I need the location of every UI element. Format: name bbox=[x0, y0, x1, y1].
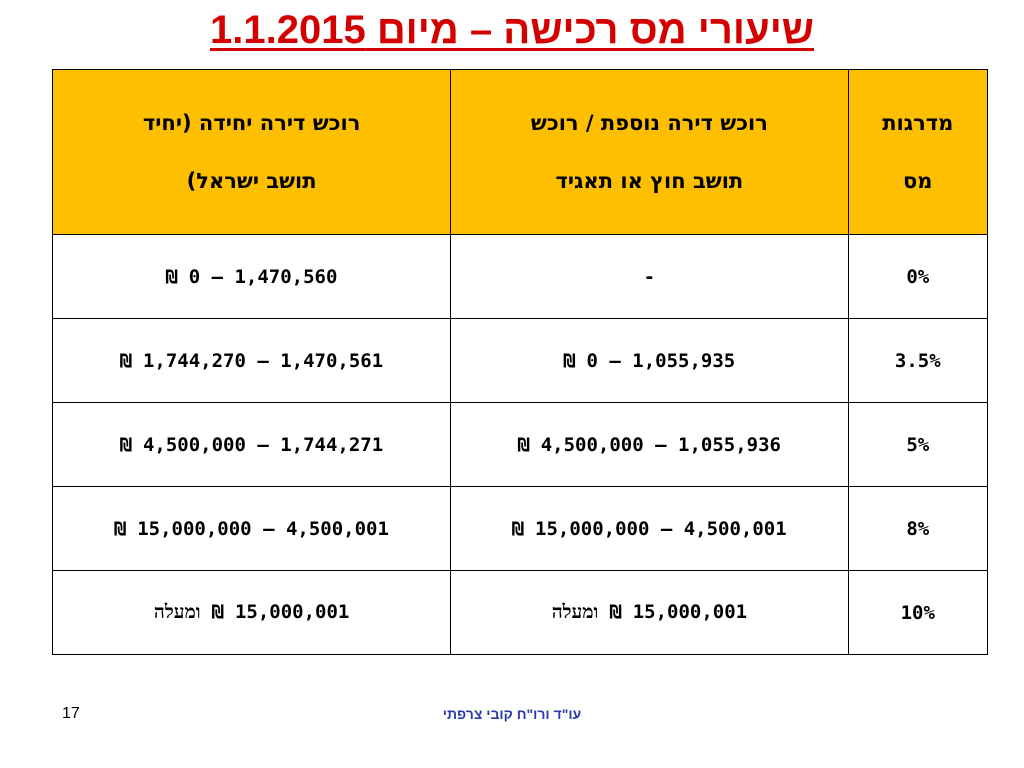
header-tax-bracket-line2: מס bbox=[903, 169, 933, 193]
page-number: 17 bbox=[62, 705, 80, 722]
cell-single-resident: 1,470,560 – 0 ₪ bbox=[51, 234, 452, 319]
header-additional-buyer-line2: תושב חוץ או תאגיד bbox=[555, 169, 744, 193]
cell-tax-bracket: 8% bbox=[847, 486, 989, 571]
table-row: 1,470,560 – 0 ₪ - 0% bbox=[51, 234, 989, 319]
cell-tax-bracket: 5% bbox=[847, 402, 989, 487]
cell-additional-buyer: - bbox=[450, 234, 849, 319]
cell-single-resident: 1,470,561 – 1,744,270 ₪ bbox=[51, 318, 452, 403]
cell-additional-buyer: 1,055,936 – 4,500,000 ₪ bbox=[450, 402, 849, 487]
table-row: 4,500,001 – 15,000,000 ₪ 4,500,001 – 15,… bbox=[51, 486, 989, 571]
cell-single-resident: 15,000,001 ₪ ומעלה bbox=[51, 570, 452, 655]
footer-author: עו"ד ורו"ח קובי צרפתי bbox=[442, 706, 582, 722]
table-row: 1,470,561 – 1,744,270 ₪ 1,055,935 – 0 ₪ … bbox=[51, 318, 989, 403]
cell-additional-buyer: 1,055,935 – 0 ₪ bbox=[450, 318, 849, 403]
cell-tax-bracket: 3.5% bbox=[847, 318, 989, 403]
cell-tax-bracket: 0% bbox=[847, 234, 989, 319]
header-additional-buyer-line1: רוכש דירה נוספת / רוכש bbox=[530, 111, 768, 135]
table-row: 15,000,001 ₪ ומעלה 15,000,001 ₪ ומעלה 10… bbox=[51, 570, 989, 655]
header-single-resident: רוכש דירה יחידה (יחיד תושב ישראל) bbox=[51, 69, 452, 235]
header-additional-buyer: רוכש דירה נוספת / רוכש תושב חוץ או תאגיד bbox=[450, 69, 849, 235]
slide-title: שיעורי מס רכישה – מיום 1.1.2015 bbox=[0, 4, 1024, 56]
cell-single-resident: 4,500,001 – 15,000,000 ₪ bbox=[51, 486, 452, 571]
table-row: 1,744,271 – 4,500,000 ₪ 1,055,936 – 4,50… bbox=[51, 402, 989, 487]
header-single-resident-line2: תושב ישראל) bbox=[186, 169, 317, 193]
cell-additional-buyer: 4,500,001 – 15,000,000 ₪ bbox=[450, 486, 849, 571]
header-tax-bracket: מדרגות מס bbox=[847, 69, 989, 235]
header-tax-bracket-line1: מדרגות bbox=[882, 111, 954, 135]
header-single-resident-line1: רוכש דירה יחידה (יחיד bbox=[142, 111, 361, 135]
table-header-row: רוכש דירה יחידה (יחיד תושב ישראל) רוכש ד… bbox=[51, 69, 989, 235]
cell-additional-buyer: 15,000,001 ₪ ומעלה bbox=[450, 570, 849, 655]
title-text: שיעורי מס רכישה – מיום 1.1.2015 bbox=[210, 8, 814, 52]
cell-single-resident: 1,744,271 – 4,500,000 ₪ bbox=[51, 402, 452, 487]
cell-tax-bracket: 10% bbox=[847, 570, 989, 655]
tax-rates-table: רוכש דירה יחידה (יחיד תושב ישראל) רוכש ד… bbox=[51, 69, 989, 655]
